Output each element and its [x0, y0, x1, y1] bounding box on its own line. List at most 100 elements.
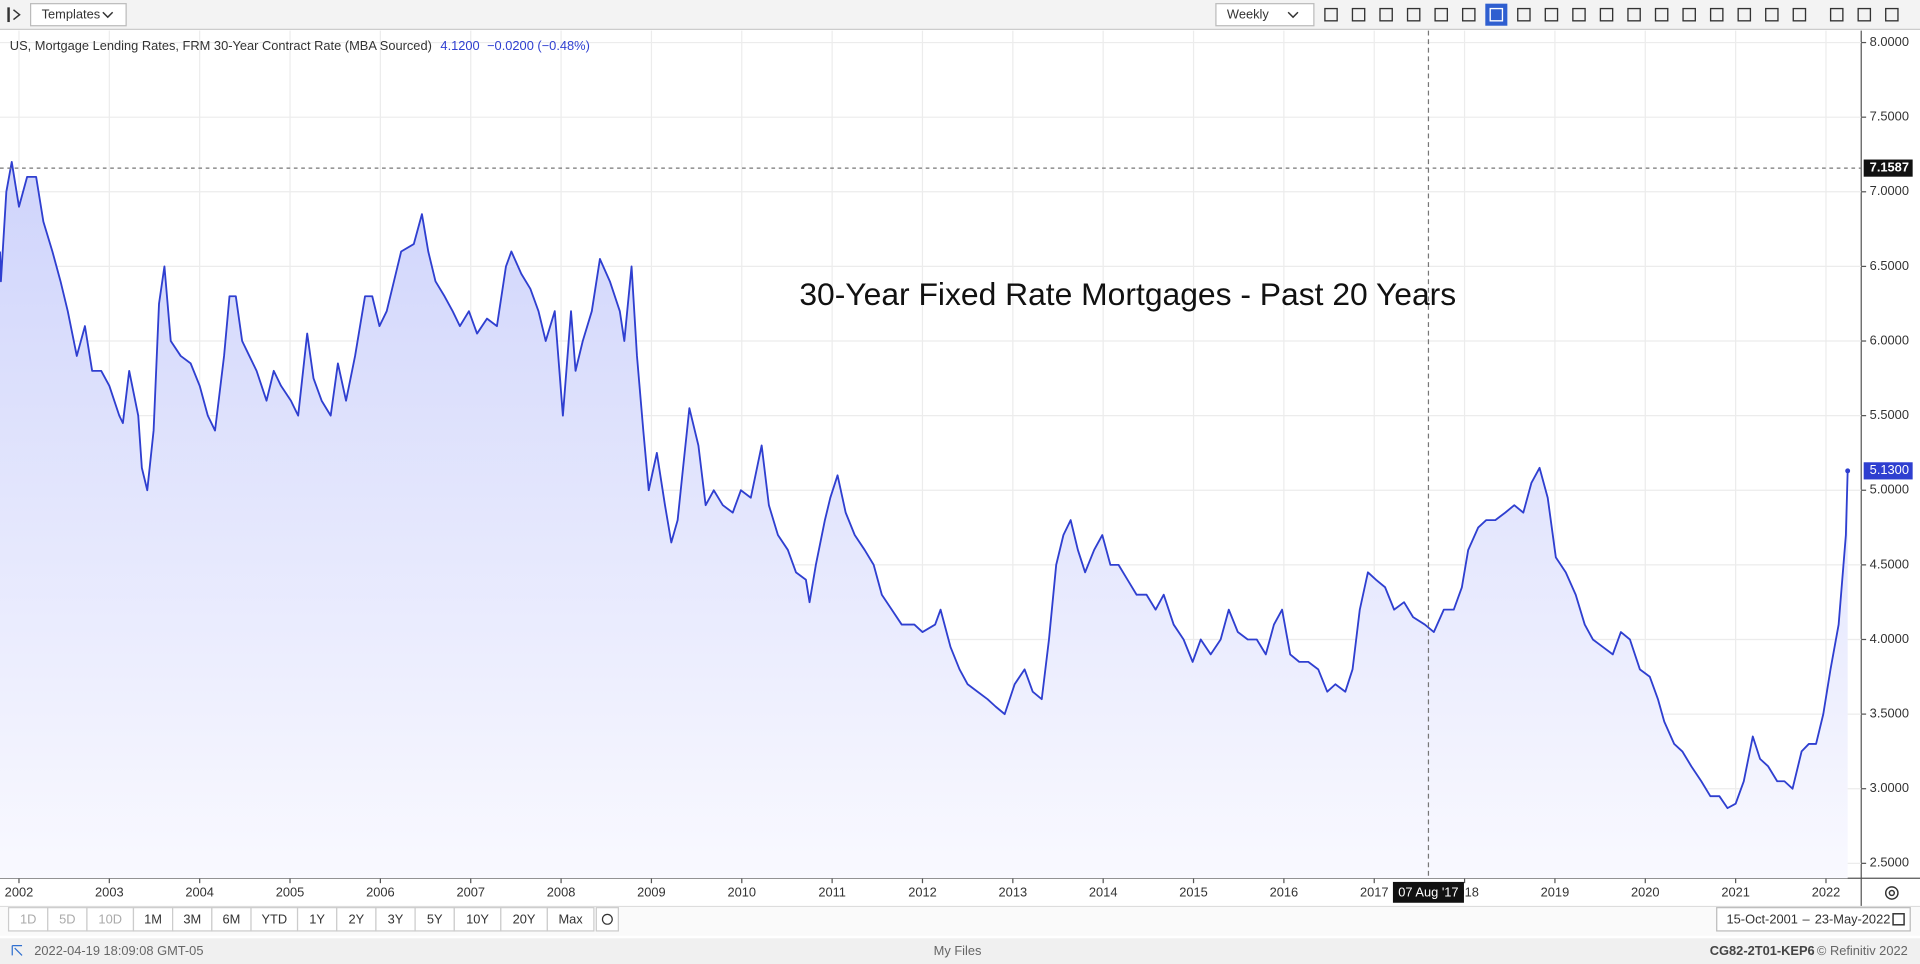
plot-area [0, 30, 1862, 879]
header-value: 4.1200 [440, 38, 479, 53]
tool-button[interactable] [1829, 7, 1844, 22]
tool-button[interactable] [1627, 7, 1641, 22]
price-line-box [1863, 159, 1913, 177]
period-label: 3Y [388, 911, 404, 926]
period-button[interactable] [546, 907, 595, 932]
my-files[interactable]: My Files [934, 943, 982, 958]
x-tick-label: 2009 [637, 884, 666, 899]
x-tick-label: 2019 [1541, 884, 1570, 899]
tool-icon [1572, 7, 1586, 22]
header-change: −0.0200 (−0.48%) [487, 38, 590, 53]
crosshair-label: 07 Aug '17 [1398, 884, 1458, 899]
y-tick-label: 7.0000 [1870, 183, 1909, 198]
tool-icon [1379, 7, 1393, 22]
interval-label: Weekly [1227, 7, 1269, 22]
calendar-icon[interactable] [1892, 913, 1905, 926]
templates-label: Templates [42, 7, 101, 22]
tool-icon [1737, 7, 1752, 22]
status-bar [0, 938, 1920, 964]
tool-button[interactable] [1434, 7, 1449, 22]
date-range-box[interactable] [1716, 907, 1911, 932]
y-tick-label: 4.5000 [1870, 556, 1909, 571]
x-tick-label: 2016 [1270, 884, 1299, 899]
chart-annotation: 30-Year Fixed Rate Mortgages - Past 20 Y… [799, 276, 1456, 312]
period-label: 10D [98, 911, 122, 926]
chart-tools [1324, 3, 1899, 26]
period-label: Max [558, 911, 583, 926]
period-label: 1M [144, 911, 162, 926]
x-tick-label: 2014 [1089, 884, 1118, 899]
period-buttons: 1D 5D 10D 1M 3M 6M YTD 1Y 2Y 3Y 5Y 10Y 20Y Max [7, 907, 619, 932]
tool-button[interactable] [1765, 7, 1779, 22]
x-tick-label: 2006 [366, 884, 395, 899]
period-label: 2Y [348, 911, 364, 926]
tool-icon [1406, 7, 1421, 22]
settings-gear[interactable] [1884, 886, 1899, 900]
x-tick-label: 2021 [1721, 884, 1750, 899]
y-tick-label: 6.5000 [1870, 258, 1909, 273]
x-tick-label: 2012 [908, 884, 937, 899]
tool-button[interactable] [1461, 7, 1476, 22]
tool-button[interactable] [1544, 7, 1559, 22]
x-tick-label: 2004 [185, 884, 214, 899]
tool-button[interactable] [1351, 7, 1366, 22]
tool-button[interactable] [1682, 7, 1696, 22]
tool-button[interactable] [1737, 7, 1752, 22]
price-line-label: 7.1587 [1870, 159, 1909, 174]
period-label: 3M [183, 911, 201, 926]
date-to: 23-May-2022 [1815, 911, 1891, 926]
tool-button[interactable] [1654, 7, 1669, 22]
period-label: 5Y [427, 911, 443, 926]
tool-button[interactable] [1885, 7, 1899, 22]
tool-icon [1765, 7, 1779, 22]
y-tick-label: 5.0000 [1870, 482, 1909, 497]
date-separator: – [1802, 911, 1810, 926]
tool-icon [1682, 7, 1696, 22]
top-toolbar [0, 0, 1920, 30]
period-label: 5D [59, 911, 75, 926]
series-area [0, 161, 1848, 879]
tool-button[interactable] [1485, 3, 1508, 26]
x-tick-label: 2002 [5, 884, 34, 899]
period-settings[interactable] [595, 907, 619, 932]
x-tick-label: 2017 [1360, 884, 1389, 899]
tool-icon [1517, 7, 1531, 22]
tool-icon [1434, 7, 1449, 22]
status-time: 2022-04-19 18:09:08 GMT-05 [34, 943, 203, 958]
x-tick-label: 2020 [1631, 884, 1660, 899]
tool-button[interactable] [1709, 7, 1724, 22]
tool-button[interactable] [1517, 7, 1531, 22]
tool-button[interactable] [1324, 7, 1338, 22]
x-tick-label: 2015 [1179, 884, 1208, 899]
tool-icon [1654, 7, 1669, 22]
tool-button[interactable] [1792, 7, 1807, 22]
tool-icon [1792, 7, 1807, 22]
period-label: 10Y [466, 911, 489, 926]
tool-icon [1627, 7, 1641, 22]
status-logo [11, 945, 23, 956]
templates-dropdown[interactable] [30, 3, 127, 27]
x-tick-label: 2005 [276, 884, 305, 899]
panel-toggle[interactable] [7, 7, 21, 23]
x-tick-label: 2008 [547, 884, 576, 899]
tool-button[interactable] [1379, 7, 1393, 22]
tool-icon [1599, 7, 1614, 22]
x-tick-label: 2007 [456, 884, 485, 899]
period-settings-icon [601, 913, 613, 925]
tool-button[interactable] [1857, 7, 1872, 22]
tool-button[interactable] [1572, 7, 1586, 22]
x-tick-label: 2013 [999, 884, 1028, 899]
date-from: 15-Oct-2001 [1727, 911, 1798, 926]
tool-icon [1351, 7, 1366, 22]
interval-dropdown[interactable] [1215, 3, 1315, 27]
tool-button[interactable] [1599, 7, 1614, 22]
tool-button[interactable] [1406, 7, 1421, 22]
period-label: 6M [223, 911, 241, 926]
last-value-box [1863, 462, 1913, 480]
y-tick-label: 4.0000 [1870, 631, 1909, 646]
tool-icon [1829, 7, 1844, 22]
crosshair-box [1392, 881, 1464, 903]
period-label: 1D [20, 911, 36, 926]
